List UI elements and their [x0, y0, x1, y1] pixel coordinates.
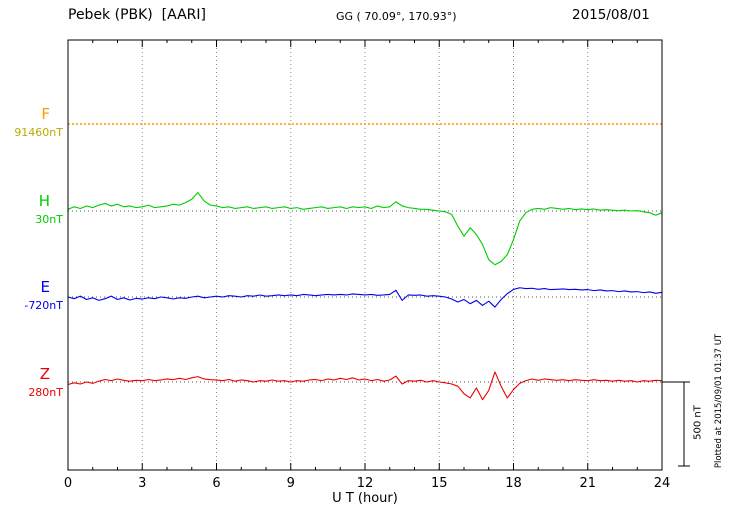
x-tick-label: 18	[505, 476, 522, 491]
plotted-at-note: Plotted at 2015/09/01 01:37 UT	[714, 333, 724, 469]
x-tick-label: 12	[357, 476, 374, 491]
x-tick-label: 24	[654, 476, 671, 491]
geo-coordinates: GG ( 70.09°, 170.93°)	[336, 10, 457, 23]
x-tick-label: 9	[287, 476, 295, 491]
scale-bar-label: 500 nT	[692, 405, 704, 440]
series-letter-E: E	[40, 278, 50, 296]
x-tick-label: 3	[138, 476, 146, 491]
x-tick-label: 0	[64, 476, 72, 491]
series-baseline-E: -720nT	[24, 299, 63, 312]
series-letter-Z: Z	[39, 365, 50, 383]
x-tick-label: 6	[212, 476, 220, 491]
series-baseline-Z: 280nT	[28, 386, 63, 399]
trace-E	[67, 287, 663, 308]
x-tick-label: 21	[579, 476, 596, 491]
series-letter-F: F	[41, 105, 50, 123]
series-baseline-H: 30nT	[35, 213, 63, 226]
trace-H	[67, 191, 663, 266]
x-axis-title: U T (hour)	[332, 491, 398, 506]
plot-border	[67, 39, 663, 471]
series-letter-H: H	[38, 192, 50, 210]
station-title: Pebek (PBK) [AARI]	[68, 7, 206, 23]
series-baseline-F: 91460nT	[14, 126, 63, 139]
trace-Z	[67, 371, 663, 401]
x-tick-label: 15	[431, 476, 448, 491]
date-label: 2015/08/01	[572, 7, 650, 23]
